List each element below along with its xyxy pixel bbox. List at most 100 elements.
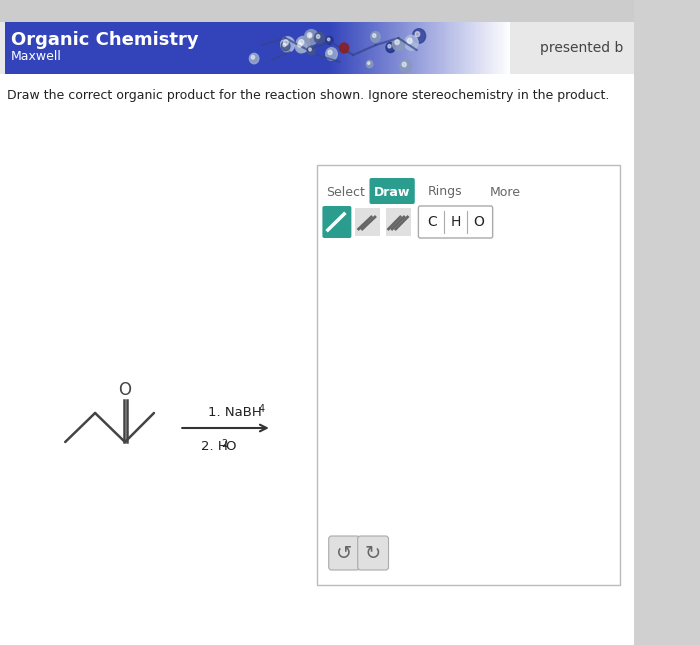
Bar [447, 22, 448, 74]
Bar [458, 22, 459, 74]
Bar [382, 22, 383, 74]
Bar [391, 22, 392, 74]
Bar [417, 22, 419, 74]
Text: 2: 2 [221, 439, 228, 449]
Bar [461, 22, 462, 74]
Bar [407, 22, 408, 74]
Bar [490, 22, 491, 74]
Bar [476, 22, 477, 74]
Bar [439, 22, 440, 74]
Bar [412, 22, 413, 74]
Bar [422, 22, 423, 74]
Text: Select: Select [326, 186, 365, 199]
Bar [479, 22, 480, 74]
FancyBboxPatch shape [419, 206, 493, 238]
Bar [463, 22, 465, 74]
Bar [451, 22, 452, 74]
Bar [430, 22, 431, 74]
Bar [444, 22, 446, 74]
Bar [379, 22, 380, 74]
Bar [389, 22, 391, 74]
Text: Draw the correct organic product for the reaction shown. Ignore stereochemistry : Draw the correct organic product for the… [7, 88, 610, 101]
Circle shape [371, 32, 380, 42]
Bar [496, 22, 497, 74]
Bar [494, 22, 496, 74]
Bar [497, 22, 498, 74]
Text: 4: 4 [258, 404, 264, 414]
Bar [465, 22, 466, 74]
Bar [477, 22, 478, 74]
Bar [408, 22, 409, 74]
Bar [337, 22, 338, 74]
Bar [384, 22, 385, 74]
Bar [426, 22, 428, 74]
Text: Rings: Rings [428, 186, 463, 199]
Bar [475, 22, 476, 74]
Bar [460, 22, 461, 74]
Bar [415, 22, 416, 74]
Bar [478, 22, 479, 74]
Circle shape [307, 33, 312, 38]
Circle shape [393, 37, 405, 51]
Bar [342, 22, 343, 74]
Bar [377, 22, 379, 74]
Text: Maxwell: Maxwell [11, 50, 62, 63]
Bar [419, 22, 420, 74]
Circle shape [407, 38, 412, 43]
Circle shape [316, 35, 320, 39]
Bar [363, 22, 364, 74]
Bar [441, 22, 442, 74]
Bar [468, 22, 469, 74]
Circle shape [388, 45, 391, 48]
FancyBboxPatch shape [323, 206, 351, 238]
Circle shape [328, 50, 332, 55]
Bar [400, 22, 401, 74]
Text: Organic Chemistry: Organic Chemistry [11, 31, 199, 49]
Bar [471, 22, 472, 74]
Circle shape [372, 34, 376, 37]
Text: O: O [474, 215, 484, 229]
Bar [470, 22, 471, 74]
Bar [0, 0, 634, 22]
Bar [357, 22, 358, 74]
Circle shape [304, 30, 318, 45]
Bar [360, 22, 361, 74]
Bar [0, 74, 634, 645]
Bar [355, 22, 356, 74]
Bar [398, 22, 400, 74]
Text: ↺: ↺ [336, 544, 352, 562]
Bar [385, 22, 386, 74]
Circle shape [402, 62, 406, 66]
Bar [333, 22, 334, 74]
Bar [376, 22, 377, 74]
Bar [4, 22, 510, 74]
Bar [437, 22, 438, 74]
Bar [421, 22, 422, 74]
Bar [403, 22, 404, 74]
Bar [486, 22, 487, 74]
Circle shape [405, 35, 418, 50]
FancyBboxPatch shape [386, 208, 411, 236]
Bar [393, 22, 394, 74]
Bar [402, 22, 403, 74]
Text: More: More [490, 186, 521, 199]
Bar [489, 22, 490, 74]
Bar [344, 22, 345, 74]
Circle shape [251, 55, 255, 59]
Bar [411, 22, 412, 74]
Circle shape [386, 43, 396, 52]
Bar [352, 22, 354, 74]
Bar [456, 22, 457, 74]
Bar [438, 22, 439, 74]
Bar [509, 22, 510, 74]
Bar [349, 22, 351, 74]
Text: H: H [450, 215, 461, 229]
Bar [443, 22, 444, 74]
Circle shape [328, 38, 330, 41]
Circle shape [281, 37, 295, 52]
Circle shape [314, 32, 324, 43]
Circle shape [249, 54, 259, 64]
Bar [336, 22, 337, 74]
Text: O: O [225, 441, 236, 453]
Bar [424, 22, 425, 74]
